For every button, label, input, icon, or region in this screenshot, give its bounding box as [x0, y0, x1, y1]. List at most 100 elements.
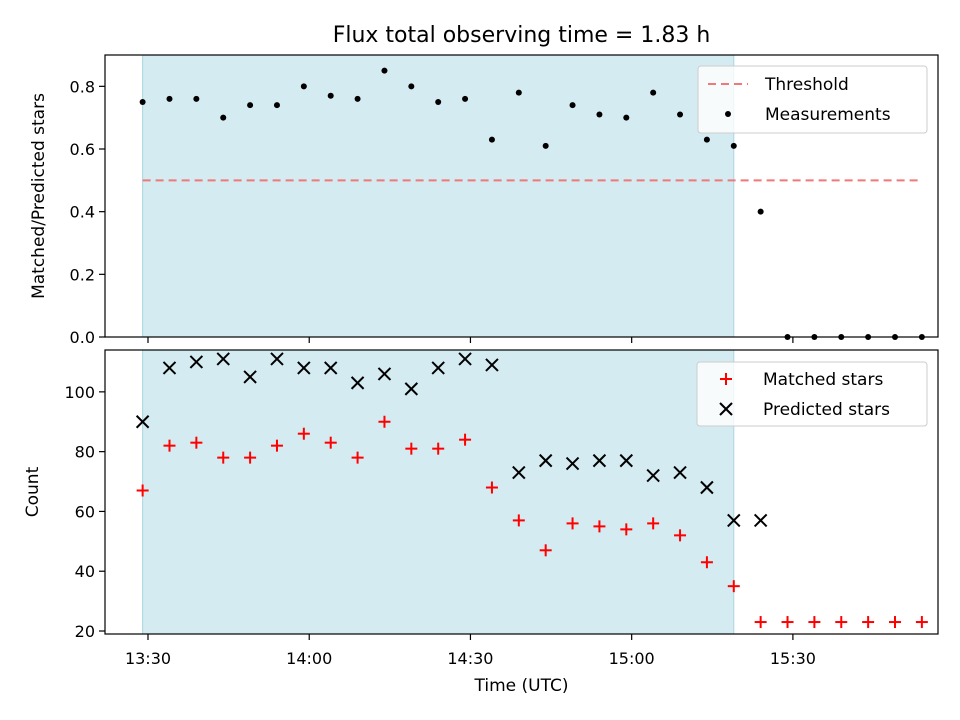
predicted-star-point-b — [485, 358, 499, 372]
matched-star-point — [915, 616, 928, 629]
measurement-point — [515, 89, 522, 96]
predicted-star-point-b — [458, 352, 472, 366]
matched-star-point — [808, 616, 821, 629]
bottom-y-axis-label: Count — [23, 466, 43, 517]
predicted-star-point — [619, 453, 634, 468]
measurement-point — [193, 95, 200, 102]
measurement-point — [300, 83, 307, 90]
predicted-star-point — [189, 355, 204, 369]
measurement-point — [381, 67, 388, 74]
bottom-panel: 20 40 60 80 100 13:30 14:00 14:30 15:00 15:30 Ti… — [23, 349, 939, 696]
matched-star-point — [566, 517, 579, 530]
bottom-legend-box — [696, 361, 928, 427]
predicted-star-point — [565, 456, 580, 471]
bottom-xtick-label: 15:30 — [770, 649, 816, 668]
top-legend: Threshold Measurements — [697, 65, 928, 134]
top-marks — [139, 67, 925, 340]
measurement-point — [354, 95, 361, 102]
predicted-star-point-b — [700, 480, 714, 495]
predicted-star-point-b — [297, 361, 311, 375]
bottom-xtick-label: 14:30 — [447, 649, 493, 668]
bottom-ytick-label: 20 — [75, 622, 95, 641]
legend-matched-marker — [720, 373, 732, 385]
predicted-star-point-b — [350, 376, 365, 390]
predicted-star-point — [431, 361, 445, 375]
predicted-star-point — [135, 415, 150, 429]
matched-star-point — [674, 529, 687, 542]
measurement-point — [327, 92, 334, 99]
predicted-star-point-b — [404, 382, 419, 396]
matched-star-point — [647, 517, 660, 530]
top-legend-box — [697, 65, 928, 134]
measurement-point — [408, 83, 415, 90]
top-panel: 0.0 0.2 0.4 0.6 0.8 Flux total observing tim… — [29, 23, 939, 347]
predicted-star-point-b — [324, 361, 338, 375]
predicted-star-point — [727, 513, 741, 528]
chart-title: Flux total observing time = 1.83 h — [333, 23, 711, 48]
predicted-star-point-b — [162, 361, 177, 375]
bottom-ytick-label: 40 — [75, 562, 95, 581]
measurement-point — [703, 136, 710, 143]
matched-star-point — [190, 436, 203, 449]
bottom-ytick-label: 60 — [75, 502, 95, 521]
bottom-marks — [135, 352, 928, 629]
measurement-point — [569, 102, 576, 109]
matched-star-point — [862, 616, 875, 629]
bottom-ytick-label: 100 — [64, 383, 95, 402]
predicted-star-point-b — [377, 367, 392, 381]
bottom-y-ticks: 20 40 60 80 100 — [64, 383, 105, 641]
predicted-star-point — [270, 352, 284, 366]
legend-measurements-sample — [725, 111, 731, 117]
measurement-point — [462, 95, 469, 102]
bottom-x-axis-label: Time (UTC) — [474, 676, 569, 696]
matched-star-point — [244, 451, 257, 464]
predicted-star-point — [350, 376, 365, 390]
matched-star-point — [835, 616, 848, 629]
predicted-star-point-b — [646, 468, 660, 483]
matched-star-point — [727, 580, 740, 593]
predicted-star-point — [673, 465, 687, 480]
legend-predicted-label: Predicted stars — [763, 400, 890, 420]
measurement-point — [139, 99, 146, 105]
predicted-star-point-b — [565, 456, 580, 471]
matched-star-point — [459, 433, 472, 446]
predicted-star-point-b — [135, 415, 150, 429]
predicted-star-point — [700, 480, 714, 495]
measurement-point — [623, 114, 630, 121]
bottom-observing-window — [142, 349, 735, 635]
matched-star-point — [351, 451, 364, 464]
matched-star-point — [297, 427, 310, 440]
top-ytick-label: 0.4 — [70, 203, 95, 222]
predicted-star-point — [753, 513, 768, 528]
bottom-xtick-label: 15:00 — [609, 649, 655, 668]
measurement-point — [757, 208, 764, 215]
measurement-point — [435, 99, 442, 105]
legend-measurements-label: Measurements — [765, 105, 891, 125]
bottom-xtick-label: 14:00 — [286, 649, 332, 668]
bottom-axes-frame — [104, 349, 939, 635]
matched-star-point — [217, 451, 230, 464]
legend-predicted-marker — [719, 402, 733, 416]
matched-star-point — [620, 523, 633, 536]
measurement-point — [488, 136, 495, 143]
matched-star-point — [539, 544, 552, 557]
predicted-star-point — [538, 453, 553, 468]
predicted-star-point — [592, 453, 607, 468]
matched-star-point — [432, 442, 445, 455]
measurement-point — [166, 95, 173, 102]
measurement-point — [677, 111, 684, 118]
top-ytick-label: 0.6 — [70, 140, 95, 159]
measurement-point — [247, 102, 254, 109]
predicted-star-point-b — [431, 361, 445, 375]
predicted-star-point-b — [538, 453, 553, 468]
matched-star-point — [270, 439, 283, 452]
predicted-star-point-b — [243, 370, 257, 384]
predicted-star-point-b — [216, 352, 230, 366]
legend-threshold-label: Threshold — [764, 75, 849, 95]
predicted-star-point — [324, 361, 338, 375]
predicted-star-point-b — [753, 513, 768, 528]
bottom-xtick-label: 13:30 — [125, 649, 171, 668]
matched-star-point — [889, 616, 902, 629]
measurement-point — [220, 114, 227, 121]
